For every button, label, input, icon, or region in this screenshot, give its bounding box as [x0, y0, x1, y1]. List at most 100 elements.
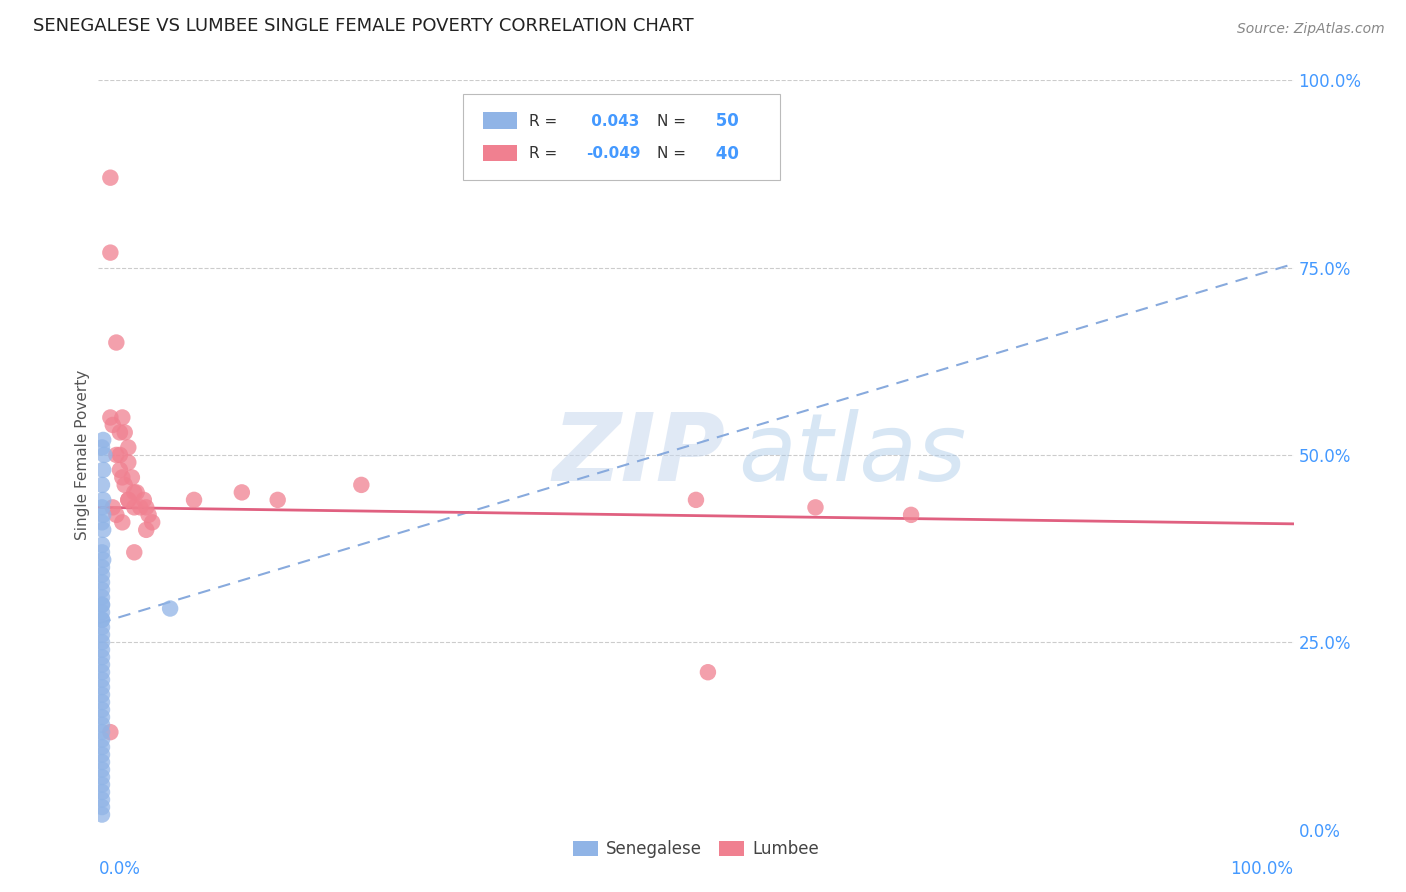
Text: N =: N =	[657, 114, 686, 129]
FancyBboxPatch shape	[484, 112, 517, 129]
Text: SENEGALESE VS LUMBEE SINGLE FEMALE POVERTY CORRELATION CHART: SENEGALESE VS LUMBEE SINGLE FEMALE POVER…	[32, 17, 693, 36]
Point	[91, 598, 114, 612]
Point	[111, 470, 134, 484]
Point	[91, 688, 114, 702]
Point	[91, 628, 114, 642]
Point	[91, 747, 114, 762]
Point	[91, 665, 114, 680]
Point	[91, 763, 114, 777]
Point	[91, 807, 114, 822]
Point	[91, 516, 114, 530]
Point	[124, 545, 146, 559]
Point	[91, 492, 114, 507]
Point	[91, 635, 114, 649]
Text: N =: N =	[657, 146, 686, 161]
Point	[91, 792, 114, 806]
Point	[91, 433, 114, 447]
Text: Source: ZipAtlas.com: Source: ZipAtlas.com	[1237, 22, 1385, 37]
Point	[91, 778, 114, 792]
Point	[121, 470, 143, 484]
Point	[804, 500, 827, 515]
Text: 0.0%: 0.0%	[98, 860, 141, 878]
Point	[98, 245, 122, 260]
Point	[91, 500, 114, 515]
Point	[117, 441, 139, 455]
Point	[91, 591, 114, 605]
Point	[91, 613, 114, 627]
Point	[91, 463, 114, 477]
Point	[135, 500, 157, 515]
Point	[231, 485, 253, 500]
Point	[91, 732, 114, 747]
Point	[91, 478, 114, 492]
Point	[98, 725, 122, 739]
FancyBboxPatch shape	[484, 145, 517, 161]
Point	[183, 492, 205, 507]
Point	[117, 492, 139, 507]
Point	[91, 755, 114, 769]
Point	[91, 650, 114, 665]
Point	[91, 613, 114, 627]
Point	[125, 485, 148, 500]
Point	[91, 620, 114, 634]
Point	[91, 560, 114, 574]
Point	[267, 492, 290, 507]
Point	[91, 770, 114, 784]
Point	[124, 500, 146, 515]
Text: R =: R =	[529, 114, 557, 129]
Point	[138, 508, 160, 522]
Point	[98, 170, 122, 185]
Point	[91, 605, 114, 619]
Point	[91, 703, 114, 717]
Point	[91, 717, 114, 731]
Point	[117, 492, 139, 507]
Point	[91, 538, 114, 552]
Legend: Senegalese, Lumbee: Senegalese, Lumbee	[567, 833, 825, 864]
Point	[108, 463, 131, 477]
Point	[685, 492, 707, 507]
Point	[350, 478, 373, 492]
Point	[132, 492, 155, 507]
Point	[91, 800, 114, 814]
Point	[91, 553, 114, 567]
Point	[91, 657, 114, 672]
Point	[91, 582, 114, 597]
Point	[91, 673, 114, 687]
Point	[91, 680, 114, 694]
Point	[91, 441, 114, 455]
Point	[108, 448, 131, 462]
Point	[91, 695, 114, 709]
Text: atlas: atlas	[738, 409, 966, 500]
Point	[91, 545, 114, 559]
Point	[91, 598, 114, 612]
Point	[101, 500, 124, 515]
Point	[91, 523, 114, 537]
Point	[124, 485, 146, 500]
Point	[91, 508, 114, 522]
Point	[91, 642, 114, 657]
Point	[91, 575, 114, 590]
Point	[114, 478, 136, 492]
Point	[159, 601, 181, 615]
Point	[93, 448, 115, 462]
Text: R =: R =	[529, 146, 557, 161]
Text: 50: 50	[710, 112, 740, 130]
Point	[108, 425, 131, 440]
Point	[101, 417, 124, 432]
Point	[91, 785, 114, 799]
Point	[111, 516, 134, 530]
Point	[117, 455, 139, 469]
Point	[111, 410, 134, 425]
Y-axis label: Single Female Poverty: Single Female Poverty	[75, 370, 90, 540]
Text: 0.043: 0.043	[586, 114, 640, 129]
Point	[129, 500, 152, 515]
Point	[91, 710, 114, 724]
Text: 100.0%: 100.0%	[1230, 860, 1294, 878]
Point	[135, 523, 157, 537]
Point	[114, 425, 136, 440]
Point	[900, 508, 922, 522]
Point	[91, 725, 114, 739]
Point	[697, 665, 720, 680]
Point	[105, 508, 128, 522]
Text: ZIP: ZIP	[553, 409, 725, 501]
